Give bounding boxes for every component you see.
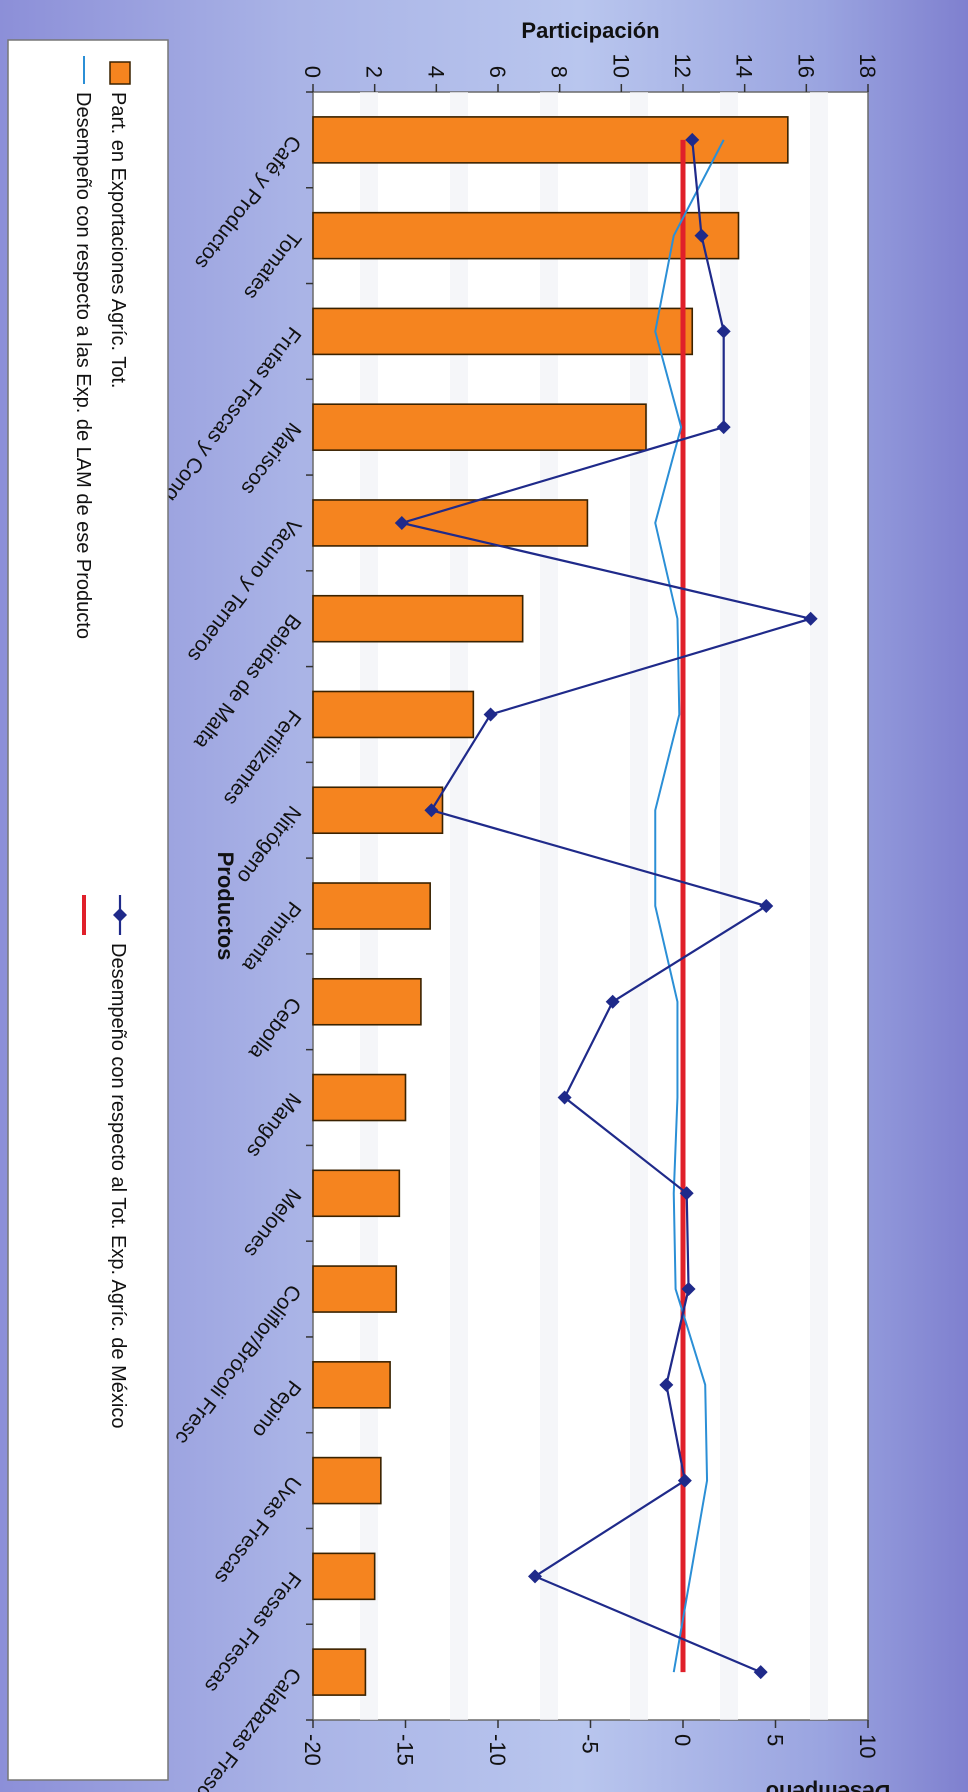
bar (312, 1265, 398, 1313)
category-label: Cebolla (244, 993, 305, 1064)
legend-swatch (109, 61, 131, 85)
y2-tick-label: 5 (763, 1734, 788, 1746)
y2-axis-title: Desempeño (766, 1780, 891, 1792)
y-axis-title: Participación (521, 18, 659, 43)
bar (312, 403, 647, 451)
bar (312, 882, 431, 930)
data-point (528, 1569, 542, 1584)
category-label: Melones (239, 1184, 305, 1261)
bar (312, 1456, 382, 1505)
bar (312, 1169, 401, 1218)
y2-tick-label: -20 (300, 1734, 325, 1766)
category-label: Pepino (248, 1376, 306, 1442)
bar (312, 594, 524, 643)
legend-label: Desempeño con respecto a las Exp. de LAM… (72, 92, 94, 639)
bar (312, 1361, 391, 1409)
data-point (694, 228, 709, 243)
plot-texture-band (450, 92, 468, 1720)
bar (312, 307, 694, 356)
plot-texture-band (630, 92, 648, 1720)
category-label: Frutas Frescas y Cong (159, 322, 305, 505)
y-tick-label: 0 (300, 66, 325, 78)
data-point (424, 803, 439, 818)
plot-texture-band (810, 92, 828, 1720)
y-tick-label: 10 (608, 54, 633, 78)
x-axis-title: Productos (213, 852, 238, 961)
legend-label: Part. en Exportaciones Agríc. Tot. (107, 92, 129, 388)
bar (312, 690, 475, 739)
bar (312, 1552, 376, 1601)
plot-texture-band (540, 92, 558, 1720)
y-tick-label: 2 (362, 66, 387, 78)
data-point (679, 1186, 694, 1201)
y2-tick-label: -10 (485, 1734, 510, 1766)
y-tick-label: 8 (547, 66, 572, 78)
bar (312, 1073, 407, 1122)
y-tick-label: 4 (423, 66, 448, 78)
bar (312, 786, 444, 835)
data-point (394, 515, 409, 530)
y2-tick-label: 0 (670, 1734, 695, 1746)
category-label: Pimienta (238, 897, 306, 976)
y2-tick-label: -5 (578, 1734, 603, 1754)
legend-box (7, 39, 169, 1781)
data-point (759, 899, 774, 913)
data-point (605, 994, 620, 1009)
legend: Part. en Exportaciones Agríc. Tot. Desemp… (7, 39, 169, 1781)
bar (312, 977, 422, 1026)
category-label: Coliflor/Brócoli Fresc (170, 1280, 305, 1449)
legend-label: Desempeño con respecto al Tot. Exp. Agrí… (107, 943, 129, 1428)
y2-tick-label: -15 (393, 1734, 418, 1766)
y2-tick-label: 10 (855, 1734, 880, 1758)
category-label: Mariscos (236, 418, 305, 499)
category-label: Nitrógeno (232, 801, 305, 888)
data-point (685, 132, 700, 147)
data-point (681, 1282, 696, 1297)
data-point (483, 707, 498, 722)
category-label: Tomates (239, 227, 305, 304)
y-tick-label: 14 (732, 54, 757, 78)
bar (312, 211, 740, 260)
y-tick-label: 18 (855, 54, 880, 78)
series-line-lam (654, 139, 725, 1673)
y-tick-label: 12 (670, 54, 695, 78)
bar (312, 116, 789, 164)
bar (312, 499, 589, 547)
category-label: Mangos (242, 1089, 305, 1163)
plot-texture-band (720, 92, 738, 1720)
bar (312, 1648, 367, 1696)
category-label: Calabazas Frescas (179, 1663, 306, 1792)
legend-marker (113, 908, 127, 922)
y-tick-label: 6 (485, 66, 510, 78)
y-tick-label: 16 (793, 54, 818, 78)
